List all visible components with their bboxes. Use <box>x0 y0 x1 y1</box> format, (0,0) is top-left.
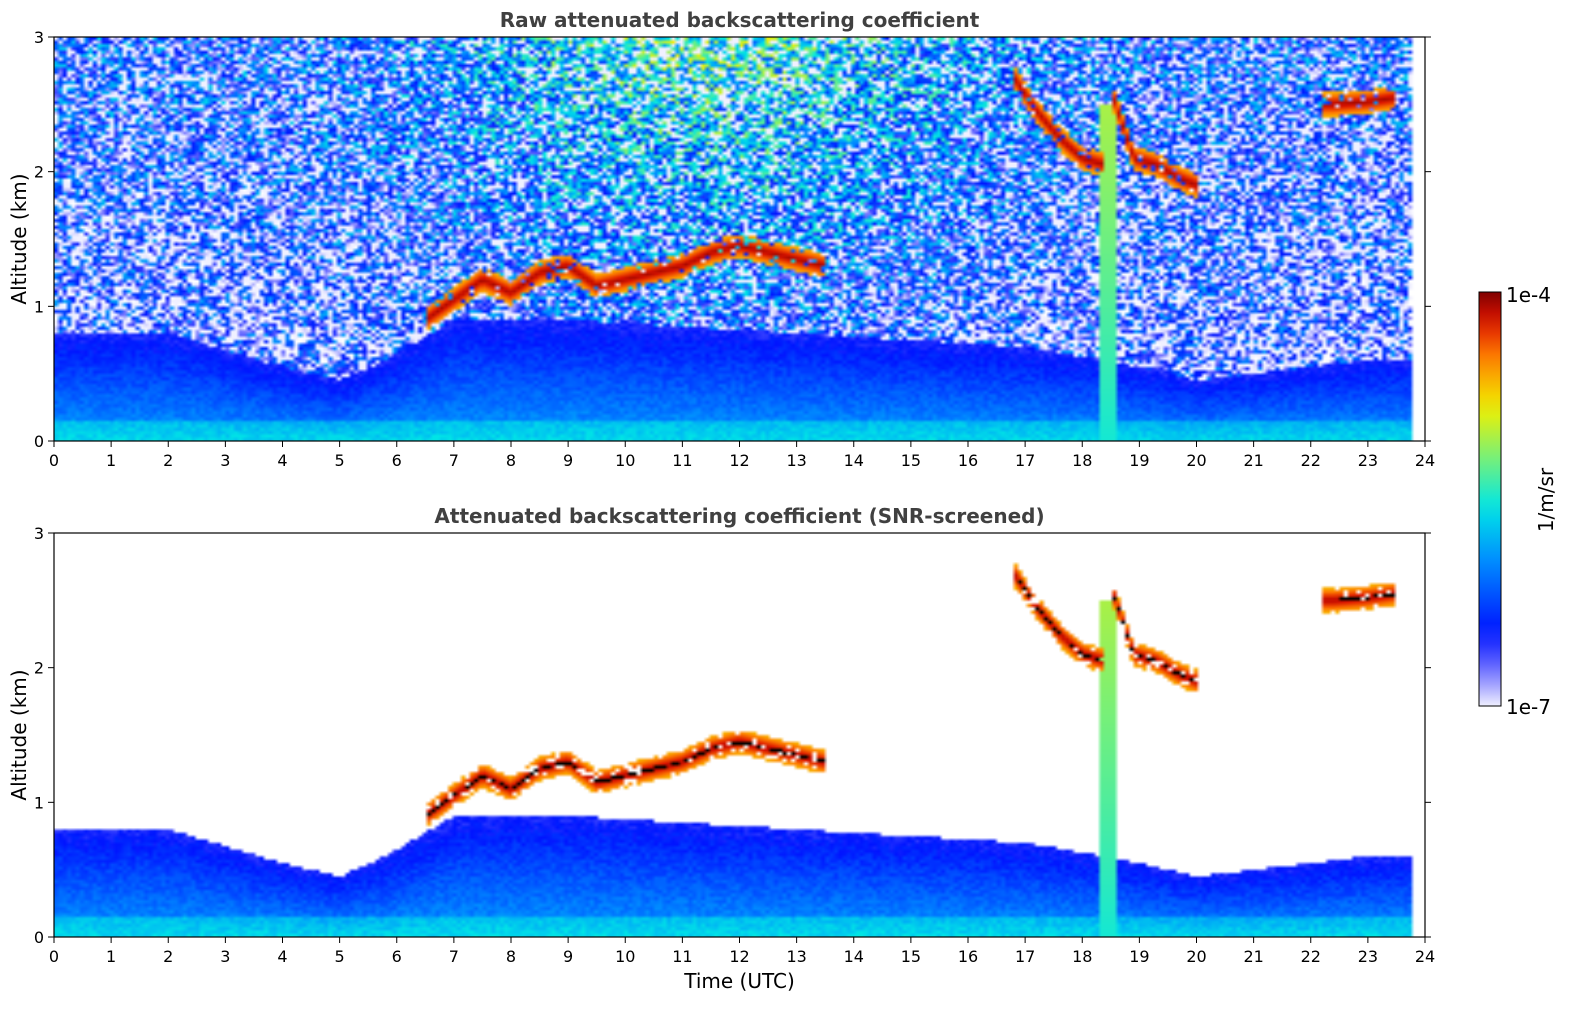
x-tick-label: 1 <box>106 451 116 470</box>
x-tick-label: 10 <box>615 451 635 470</box>
heatmap-raw <box>54 37 1425 441</box>
x-tick-label: 11 <box>672 947 692 966</box>
y-tick-label: 0 <box>34 432 44 451</box>
x-axis-screened: 0 1 2 3 4 5 6 7 8 9 10 11 12 13 14 15 16 17 18 19 20 21 22 23 24 <box>49 937 1435 966</box>
x-tick-label: 9 <box>563 947 573 966</box>
x-tick-label: 7 <box>449 451 459 470</box>
x-tick-label: 17 <box>1015 451 1035 470</box>
x-tick-label: 13 <box>786 947 806 966</box>
panel-screened: Attenuated backscattering coefficient (S… <box>7 504 1435 993</box>
x-tick-label: 9 <box>563 451 573 470</box>
x-tick-label: 18 <box>1072 947 1092 966</box>
x-tick-label: 6 <box>392 451 402 470</box>
heatmap-screened <box>54 533 1425 937</box>
x-tick-label: 1 <box>106 947 116 966</box>
y-tick-label: 1 <box>34 793 44 812</box>
x-tick-label: 5 <box>335 451 345 470</box>
colorbar-gradient <box>1479 292 1501 706</box>
x-tick-label: 22 <box>1301 451 1321 470</box>
x-tick-label: 19 <box>1129 947 1149 966</box>
x-tick-label: 23 <box>1358 451 1378 470</box>
x-tick-label: 14 <box>844 451 864 470</box>
x-tick-label: 19 <box>1129 451 1149 470</box>
x-tick-label: 21 <box>1243 451 1263 470</box>
y-axis-label-screened: Altitude (km) <box>7 669 31 800</box>
x-tick-label: 23 <box>1358 947 1378 966</box>
x-tick-label: 10 <box>615 947 635 966</box>
x-tick-label: 20 <box>1186 451 1206 470</box>
colorbar-unit-label: 1/m/sr <box>1534 467 1558 532</box>
x-tick-label: 14 <box>844 947 864 966</box>
y-tick-label: 0 <box>34 928 44 947</box>
x-tick-label: 8 <box>506 451 516 470</box>
x-tick-label: 0 <box>49 451 59 470</box>
x-tick-label: 2 <box>163 947 173 966</box>
heatmap-raw-image <box>54 37 1425 441</box>
x-tick-label: 2 <box>163 451 173 470</box>
x-axis-raw: 0 1 2 3 4 5 6 7 8 9 10 11 12 13 14 15 16 17 18 19 20 21 22 23 24 <box>49 441 1435 470</box>
x-tick-label: 18 <box>1072 451 1092 470</box>
x-tick-label: 12 <box>729 451 749 470</box>
x-tick-label: 4 <box>277 451 287 470</box>
x-tick-label: 17 <box>1015 947 1035 966</box>
x-tick-label: 0 <box>49 947 59 966</box>
x-tick-label: 15 <box>901 947 921 966</box>
x-tick-label: 7 <box>449 947 459 966</box>
y-axis-raw: 0 1 2 3 <box>34 28 1431 451</box>
x-tick-label: 6 <box>392 947 402 966</box>
colorbar-frame <box>1478 291 1502 707</box>
x-tick-label: 11 <box>672 451 692 470</box>
x-axis-label: Time (UTC) <box>683 969 795 993</box>
colorbar: 1e-4 1e-7 1/m/sr <box>1478 283 1558 719</box>
y-tick-label: 1 <box>34 297 44 316</box>
panel-raw: Raw attenuated backscattering coefficien… <box>7 8 1435 470</box>
x-tick-label: 24 <box>1415 451 1435 470</box>
y-tick-label: 3 <box>34 524 44 543</box>
x-tick-label: 20 <box>1186 947 1206 966</box>
x-tick-label: 22 <box>1301 947 1321 966</box>
y-tick-label: 2 <box>34 163 44 182</box>
heatmap-screened-image <box>54 533 1425 937</box>
x-tick-label: 8 <box>506 947 516 966</box>
x-tick-label: 13 <box>786 451 806 470</box>
colorbar-min-label: 1e-7 <box>1506 695 1551 719</box>
y-axis-label-raw: Altitude (km) <box>7 173 31 304</box>
x-tick-label: 4 <box>277 947 287 966</box>
y-axis-screened: 0 1 2 3 <box>34 524 1431 947</box>
y-tick-label: 2 <box>34 659 44 678</box>
x-tick-label: 24 <box>1415 947 1435 966</box>
x-tick-label: 12 <box>729 947 749 966</box>
colorbar-max-label: 1e-4 <box>1506 283 1551 307</box>
chart-title-raw: Raw attenuated backscattering coefficien… <box>500 8 980 32</box>
y-tick-label: 3 <box>34 28 44 47</box>
x-tick-label: 15 <box>901 451 921 470</box>
x-tick-label: 16 <box>958 947 978 966</box>
x-tick-label: 5 <box>335 947 345 966</box>
chart-title-screened: Attenuated backscattering coefficient (S… <box>434 504 1044 528</box>
x-tick-label: 21 <box>1243 947 1263 966</box>
x-tick-label: 3 <box>220 451 230 470</box>
x-tick-label: 3 <box>220 947 230 966</box>
x-tick-label: 16 <box>958 451 978 470</box>
